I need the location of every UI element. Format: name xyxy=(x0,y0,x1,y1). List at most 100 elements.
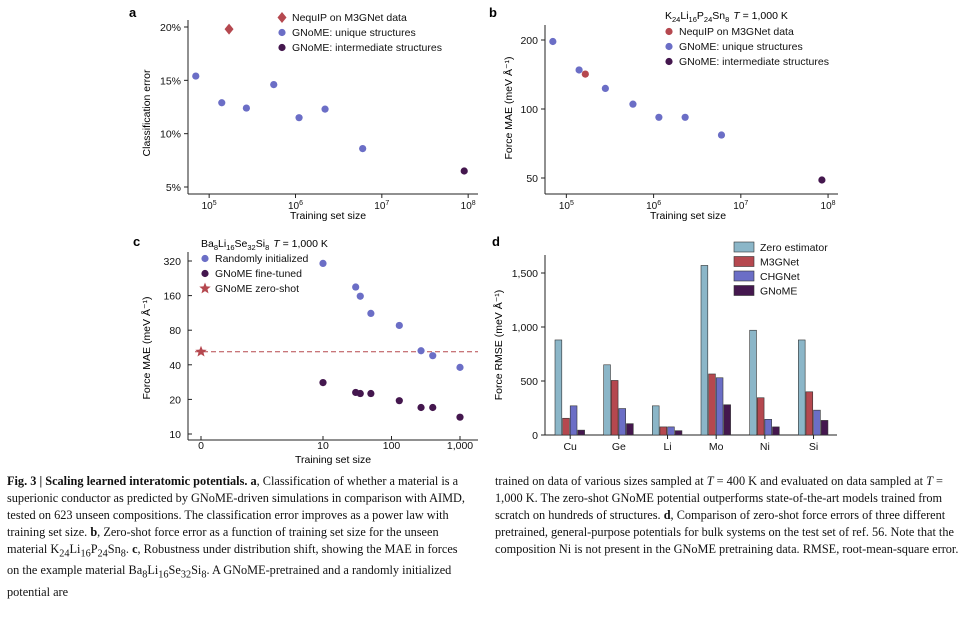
data-point-b xyxy=(575,66,583,74)
y-tick-label-a: 15% xyxy=(160,75,181,87)
data-point-c xyxy=(195,345,207,357)
title-b-el3: P xyxy=(697,10,704,22)
data-point-c xyxy=(429,352,437,360)
bar-zero-estimator xyxy=(652,405,660,436)
data-point-c xyxy=(319,259,327,267)
bar-chgnet xyxy=(618,408,626,436)
title-c-sub4: 8 xyxy=(265,243,269,252)
bar-chgnet xyxy=(569,405,578,436)
panel-letter-d: d xyxy=(492,234,500,249)
title-c-sub2: 16 xyxy=(226,243,234,252)
tick-exponent: 5 xyxy=(570,200,574,207)
tick-base: 10 xyxy=(559,201,571,212)
data-point-a xyxy=(359,145,367,153)
data-point-a xyxy=(295,114,303,122)
title-c-el2: Li xyxy=(218,238,226,250)
caption-T: T xyxy=(926,474,933,488)
bar-zero-estimator xyxy=(798,339,806,436)
caption-element: Si xyxy=(191,563,202,578)
figure: a Classification error Training set size… xyxy=(129,5,838,466)
data-point-c xyxy=(395,321,403,330)
bar-gnome xyxy=(772,426,780,436)
x-tick-label-d: Li xyxy=(663,441,671,453)
legend-label-d: GNoME xyxy=(760,286,797,298)
title-c-el1: Ba xyxy=(201,238,214,250)
bar-m3gnet xyxy=(562,417,570,436)
legend-swatch-d xyxy=(733,256,755,267)
title-c-T: T xyxy=(273,238,281,250)
title-b-sub3: 24 xyxy=(704,15,712,24)
x-tick-label-a: 105 xyxy=(202,200,217,212)
panel-title-c: Ba8Li16Se32Si8 T = 1,000 K xyxy=(201,238,328,252)
data-point-c xyxy=(356,389,364,398)
legend-label-d: Zero estimator xyxy=(760,242,828,254)
bar-gnome xyxy=(723,404,731,436)
caption-letter-a: a xyxy=(250,474,257,488)
data-point-a xyxy=(270,81,278,89)
bar-m3gnet xyxy=(805,391,814,436)
data-point-c xyxy=(356,292,364,300)
y-tick-label-b: 100 xyxy=(520,104,538,116)
data-point-c xyxy=(417,403,425,412)
legend-marker xyxy=(665,57,673,66)
data-point-c xyxy=(395,397,403,405)
tick-base: 10 xyxy=(288,201,300,212)
y-tick-label-a: 10% xyxy=(160,129,181,141)
legend-marker xyxy=(201,269,209,278)
x-tick-label-a: 107 xyxy=(374,200,389,212)
data-point-a xyxy=(224,23,234,35)
caption-text-r2: = 400 K and evaluated on data sampled at xyxy=(713,474,927,488)
data-point-c xyxy=(429,403,437,412)
tick-base: 10 xyxy=(733,201,745,212)
bar-zero-estimator xyxy=(749,329,757,436)
bar-gnome xyxy=(674,430,683,436)
caption-text-c2: . A GNoME-pretrained and a randomly init… xyxy=(7,563,452,599)
caption-element: Li xyxy=(69,542,81,556)
x-tick-label-d: Ge xyxy=(612,441,626,453)
caption-letter-d: d xyxy=(663,508,671,522)
data-point-c xyxy=(367,389,375,398)
x-tick-label-d: Si xyxy=(809,441,818,453)
caption-text-b2: . xyxy=(125,542,133,556)
title-b-el4: Sn xyxy=(712,10,725,22)
data-point-a xyxy=(192,72,200,80)
legend-marker xyxy=(277,12,287,23)
legend-label: GNoME zero-shot xyxy=(215,283,299,295)
caption-right: trained on data of various sizes sampled… xyxy=(495,473,967,558)
caption-letter-c: c xyxy=(132,542,138,556)
caption-right-text: trained on data of various sizes sampled… xyxy=(495,473,967,558)
caption-sub: 8 xyxy=(201,569,207,581)
caption-text-a: , Classification of whether a material i… xyxy=(7,474,465,539)
y-tick-label-d: 0 xyxy=(532,430,538,442)
title-c-sub1: 8 xyxy=(214,243,218,252)
caption-fig-label: Fig. 3 | Scaling learned interatomic pot… xyxy=(7,474,251,488)
data-point-c xyxy=(417,347,425,355)
caption-sub: 16 xyxy=(80,548,91,560)
title-b-sub2: 16 xyxy=(689,15,697,24)
x-tick-label-b: 105 xyxy=(559,200,574,212)
title-b-sub1: 24 xyxy=(672,15,680,24)
tick-base: 10 xyxy=(821,201,833,212)
panel-letter-c: c xyxy=(133,234,140,249)
tick-base: 10 xyxy=(461,201,473,212)
tick-exponent: 6 xyxy=(299,200,303,207)
data-point-a xyxy=(242,104,250,112)
caption-sub: 16 xyxy=(158,569,169,581)
x-tick-label-a: 108 xyxy=(461,200,476,212)
legend-swatch-d xyxy=(733,270,755,282)
legend-swatch-d xyxy=(733,241,755,253)
data-point-b xyxy=(717,131,726,139)
caption-sub: 24 xyxy=(97,548,108,560)
caption-T: T xyxy=(706,474,714,488)
bar-chgnet xyxy=(715,377,724,436)
legend-label-d: M3GNet xyxy=(760,257,799,269)
data-point-a xyxy=(460,167,468,175)
bar-chgnet xyxy=(813,409,821,436)
tick-base: 10 xyxy=(202,201,214,212)
title-c-sub3: 32 xyxy=(247,243,255,252)
bar-gnome xyxy=(820,420,829,436)
panel-a: a Classification error Training set size xyxy=(129,5,366,222)
panel-letter-a: a xyxy=(129,5,137,20)
legend-label: GNoME: intermediate structures xyxy=(679,56,829,68)
y-tick-label-c: 10 xyxy=(169,429,181,441)
